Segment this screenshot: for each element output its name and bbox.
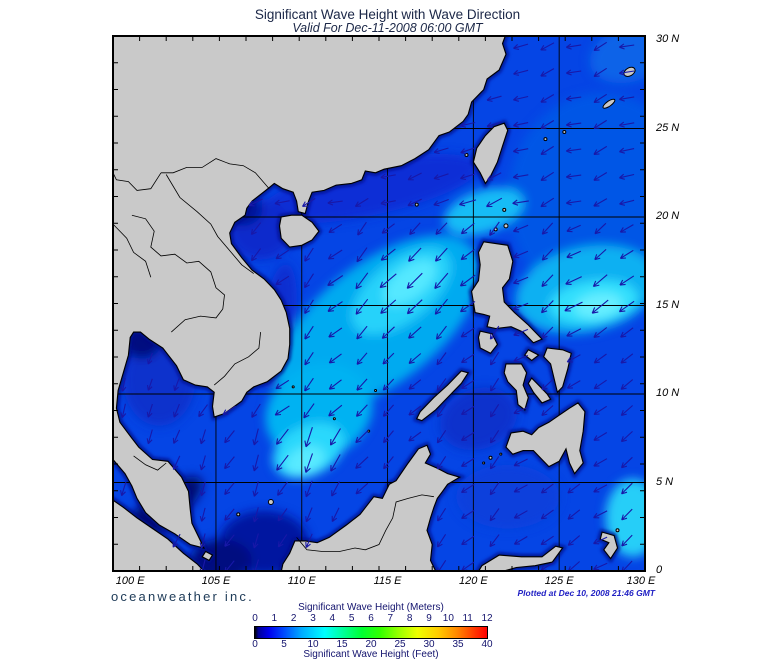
legend-tick: 10 bbox=[307, 639, 319, 650]
legend-tick: 7 bbox=[387, 613, 394, 624]
plotted-timestamp: Plotted at Dec 10, 2008 21:46 GMT bbox=[517, 588, 655, 598]
page-title: Significant Wave Height with Wave Direct… bbox=[254, 7, 521, 22]
lat-label: 0 bbox=[656, 564, 663, 576]
legend-tick: 25 bbox=[394, 639, 406, 650]
lat-label: 30 N bbox=[656, 33, 680, 45]
lon-label: 100 E bbox=[115, 575, 145, 587]
legend-tick: 1 bbox=[271, 613, 278, 624]
legend-tick: 4 bbox=[329, 613, 336, 624]
legend-tick: 30 bbox=[423, 639, 435, 650]
legend-tick: 5 bbox=[348, 613, 355, 624]
legend-tick: 3 bbox=[310, 613, 316, 624]
wave-height-colorbar bbox=[254, 626, 488, 639]
valid-time-subtitle: Valid For Dec-11-2008 06:00 GMT bbox=[292, 21, 483, 35]
lon-label: 105 E bbox=[201, 575, 231, 587]
lon-label: 115 E bbox=[373, 575, 402, 587]
legend-tick: 5 bbox=[281, 639, 287, 650]
legend-tick: 2 bbox=[290, 613, 297, 624]
legend-meters-ticks: 0 1 2 3 4 5 6 7 8 9 10 11 12 bbox=[252, 613, 492, 624]
legend-tick: 9 bbox=[426, 613, 432, 624]
lon-label: 110 E bbox=[287, 575, 316, 587]
lon-label: 120 E bbox=[458, 575, 488, 587]
legend-tick: 12 bbox=[481, 613, 493, 624]
map-canvas bbox=[113, 36, 645, 571]
legend-tick: 40 bbox=[481, 639, 493, 650]
lon-label: 125 E bbox=[544, 575, 574, 587]
legend-tick: 6 bbox=[368, 613, 374, 624]
lat-label: 20 N bbox=[656, 210, 680, 222]
legend-tick: 10 bbox=[442, 613, 454, 624]
legend-meters-title: Significant Wave Height (Meters) bbox=[298, 602, 444, 613]
legend-tick: 0 bbox=[252, 613, 258, 624]
legend-tick: 20 bbox=[365, 639, 377, 650]
oceanweather-brand: oceanweather inc. bbox=[111, 589, 254, 604]
lon-label: 130 E bbox=[626, 575, 656, 587]
legend-tick: 0 bbox=[252, 639, 258, 650]
legend-tick: 15 bbox=[336, 639, 348, 650]
legend-tick: 8 bbox=[406, 613, 413, 624]
legend-tick: 35 bbox=[452, 639, 464, 650]
land-masses bbox=[113, 36, 636, 571]
lat-label: 5 N bbox=[656, 475, 674, 488]
legend-feet-title: Significant Wave Height (Feet) bbox=[303, 649, 439, 660]
legend-feet-ticks: 0 5 10 15 20 25 30 35 40 bbox=[252, 639, 492, 650]
lat-label: 10 N bbox=[656, 387, 680, 399]
lat-label: 15 N bbox=[656, 298, 680, 311]
legend-tick: 11 bbox=[462, 613, 473, 624]
wave-direction-arrows bbox=[120, 41, 635, 571]
lat-label: 25 N bbox=[656, 121, 680, 134]
